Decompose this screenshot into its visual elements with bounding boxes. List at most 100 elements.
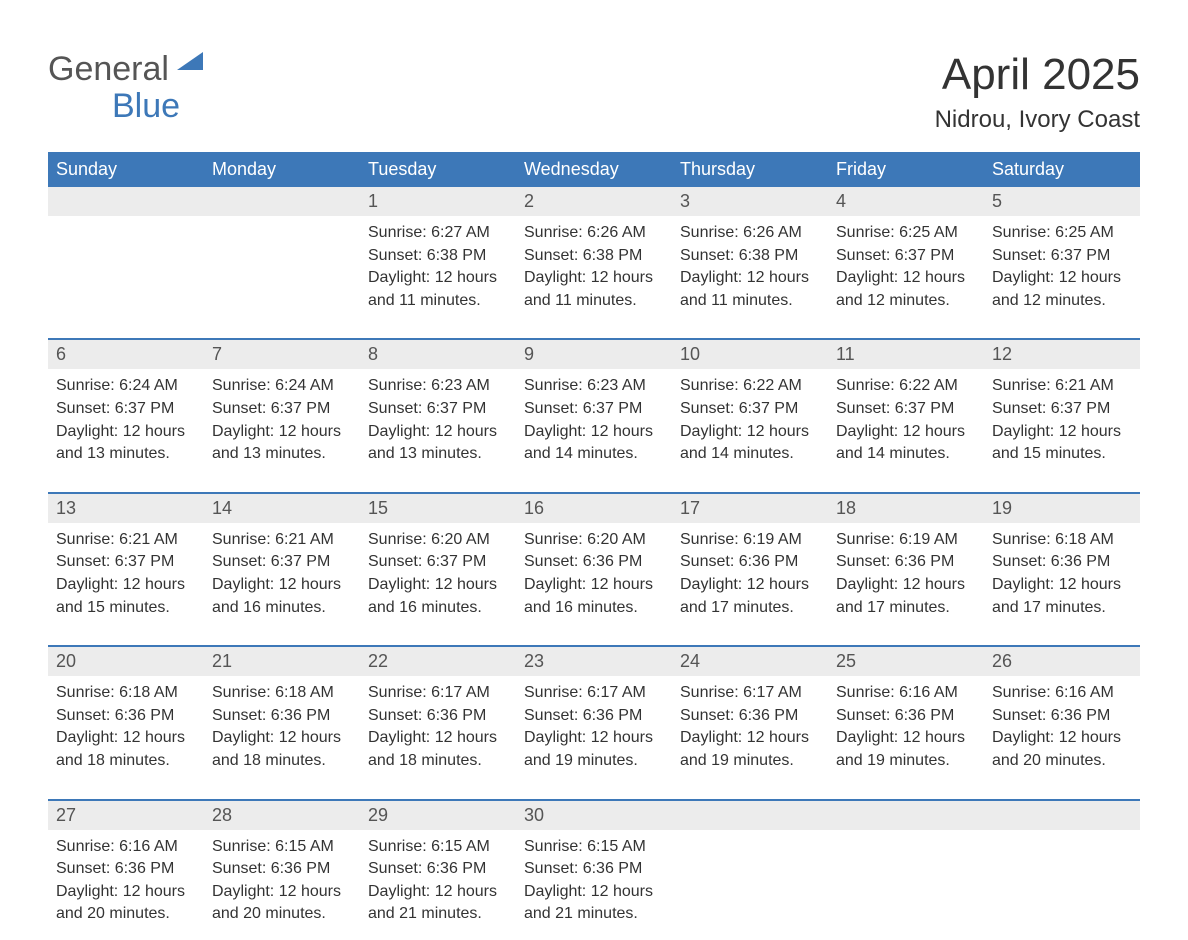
sunrise-text: Sunrise: 6:17 AM	[524, 682, 664, 704]
sunset-text: Sunset: 6:37 PM	[368, 398, 508, 420]
daynum-cell	[828, 801, 984, 830]
sunset-text: Sunset: 6:37 PM	[56, 398, 196, 420]
sunrise-text: Sunrise: 6:22 AM	[680, 375, 820, 397]
day-body-cell: Sunrise: 6:20 AMSunset: 6:37 PMDaylight:…	[360, 523, 516, 633]
daylight-line1: Daylight: 12 hours	[212, 881, 352, 903]
daynum-cell: 26	[984, 647, 1140, 676]
day-body-cell	[204, 216, 360, 326]
sunrise-text: Sunrise: 6:24 AM	[212, 375, 352, 397]
daylight-line2: and 20 minutes.	[212, 903, 352, 925]
daynum-cell: 24	[672, 647, 828, 676]
day-body-cell: Sunrise: 6:27 AMSunset: 6:38 PMDaylight:…	[360, 216, 516, 326]
daynum-cell: 20	[48, 647, 204, 676]
sail-icon	[173, 50, 205, 89]
daylight-line2: and 13 minutes.	[368, 443, 508, 465]
day-body-cell: Sunrise: 6:23 AMSunset: 6:37 PMDaylight:…	[516, 369, 672, 479]
daylight-line2: and 14 minutes.	[524, 443, 664, 465]
daylight-line1: Daylight: 12 hours	[56, 574, 196, 596]
sunset-text: Sunset: 6:37 PM	[212, 398, 352, 420]
brand-logo: GeneralBlue	[48, 50, 205, 126]
daylight-line1: Daylight: 12 hours	[524, 421, 664, 443]
daynum-cell: 16	[516, 494, 672, 523]
day-body-cell	[672, 830, 828, 940]
day-body-cell: Sunrise: 6:21 AMSunset: 6:37 PMDaylight:…	[48, 523, 204, 633]
daynum-cell: 14	[204, 494, 360, 523]
sunrise-text: Sunrise: 6:18 AM	[992, 529, 1132, 551]
sunrise-text: Sunrise: 6:15 AM	[524, 836, 664, 858]
daynum-cell: 21	[204, 647, 360, 676]
daylight-line2: and 17 minutes.	[680, 597, 820, 619]
daylight-line1: Daylight: 12 hours	[212, 421, 352, 443]
sunset-text: Sunset: 6:38 PM	[368, 245, 508, 267]
daynum-cell: 12	[984, 340, 1140, 369]
daylight-line1: Daylight: 12 hours	[524, 574, 664, 596]
daylight-line2: and 18 minutes.	[212, 750, 352, 772]
daylight-line1: Daylight: 12 hours	[680, 267, 820, 289]
daylight-line1: Daylight: 12 hours	[368, 881, 508, 903]
dow-wednesday: Wednesday	[516, 152, 672, 187]
daynum-cell: 10	[672, 340, 828, 369]
sunset-text: Sunset: 6:36 PM	[992, 551, 1132, 573]
daylight-line2: and 19 minutes.	[680, 750, 820, 772]
page-header: GeneralBlue April 2025 Nidrou, Ivory Coa…	[48, 50, 1140, 134]
daylight-line2: and 19 minutes.	[836, 750, 976, 772]
daynum-cell: 30	[516, 801, 672, 830]
sunrise-text: Sunrise: 6:16 AM	[992, 682, 1132, 704]
daylight-line2: and 16 minutes.	[212, 597, 352, 619]
sunset-text: Sunset: 6:37 PM	[680, 398, 820, 420]
daynum-cell: 28	[204, 801, 360, 830]
daylight-line1: Daylight: 12 hours	[524, 727, 664, 749]
sunrise-text: Sunrise: 6:16 AM	[56, 836, 196, 858]
sunrise-text: Sunrise: 6:24 AM	[56, 375, 196, 397]
daylight-line2: and 17 minutes.	[836, 597, 976, 619]
daylight-line1: Daylight: 12 hours	[368, 574, 508, 596]
daynum-cell: 13	[48, 494, 204, 523]
day-body-cell: Sunrise: 6:25 AMSunset: 6:37 PMDaylight:…	[984, 216, 1140, 326]
sunrise-text: Sunrise: 6:21 AM	[992, 375, 1132, 397]
sunset-text: Sunset: 6:36 PM	[680, 551, 820, 573]
daylight-line2: and 12 minutes.	[992, 290, 1132, 312]
sunrise-text: Sunrise: 6:17 AM	[680, 682, 820, 704]
week-2-daynums: 13141516171819	[48, 492, 1140, 523]
sunset-text: Sunset: 6:38 PM	[524, 245, 664, 267]
sunset-text: Sunset: 6:36 PM	[524, 858, 664, 880]
sunset-text: Sunset: 6:36 PM	[212, 705, 352, 727]
sunset-text: Sunset: 6:37 PM	[836, 398, 976, 420]
daylight-line1: Daylight: 12 hours	[992, 574, 1132, 596]
daylight-line2: and 19 minutes.	[524, 750, 664, 772]
daylight-line2: and 16 minutes.	[368, 597, 508, 619]
location-subtitle: Nidrou, Ivory Coast	[935, 106, 1140, 134]
brand-part1: General	[48, 50, 169, 89]
daynum-cell	[48, 187, 204, 216]
daylight-line2: and 17 minutes.	[992, 597, 1132, 619]
day-body-cell: Sunrise: 6:17 AMSunset: 6:36 PMDaylight:…	[360, 676, 516, 786]
daylight-line2: and 20 minutes.	[56, 903, 196, 925]
daynum-cell: 27	[48, 801, 204, 830]
sunset-text: Sunset: 6:38 PM	[680, 245, 820, 267]
brand-part2: Blue	[112, 87, 180, 126]
daylight-line2: and 12 minutes.	[836, 290, 976, 312]
day-body-cell: Sunrise: 6:18 AMSunset: 6:36 PMDaylight:…	[204, 676, 360, 786]
day-body-cell: Sunrise: 6:25 AMSunset: 6:37 PMDaylight:…	[828, 216, 984, 326]
day-body-cell: Sunrise: 6:24 AMSunset: 6:37 PMDaylight:…	[48, 369, 204, 479]
daylight-line1: Daylight: 12 hours	[836, 267, 976, 289]
week-1-body: Sunrise: 6:24 AMSunset: 6:37 PMDaylight:…	[48, 369, 1140, 479]
daylight-line2: and 21 minutes.	[368, 903, 508, 925]
daylight-line1: Daylight: 12 hours	[56, 881, 196, 903]
daylight-line2: and 16 minutes.	[524, 597, 664, 619]
day-body-cell: Sunrise: 6:26 AMSunset: 6:38 PMDaylight:…	[516, 216, 672, 326]
sunset-text: Sunset: 6:36 PM	[680, 705, 820, 727]
daylight-line2: and 11 minutes.	[368, 290, 508, 312]
week-2-body: Sunrise: 6:21 AMSunset: 6:37 PMDaylight:…	[48, 523, 1140, 633]
daynum-cell: 9	[516, 340, 672, 369]
sunrise-text: Sunrise: 6:15 AM	[212, 836, 352, 858]
daynum-cell: 3	[672, 187, 828, 216]
day-body-cell: Sunrise: 6:19 AMSunset: 6:36 PMDaylight:…	[828, 523, 984, 633]
daylight-line2: and 21 minutes.	[524, 903, 664, 925]
sunrise-text: Sunrise: 6:19 AM	[836, 529, 976, 551]
daynum-cell: 29	[360, 801, 516, 830]
daynum-cell: 17	[672, 494, 828, 523]
day-body-cell: Sunrise: 6:21 AMSunset: 6:37 PMDaylight:…	[984, 369, 1140, 479]
daynum-cell: 2	[516, 187, 672, 216]
week-3-body: Sunrise: 6:18 AMSunset: 6:36 PMDaylight:…	[48, 676, 1140, 786]
